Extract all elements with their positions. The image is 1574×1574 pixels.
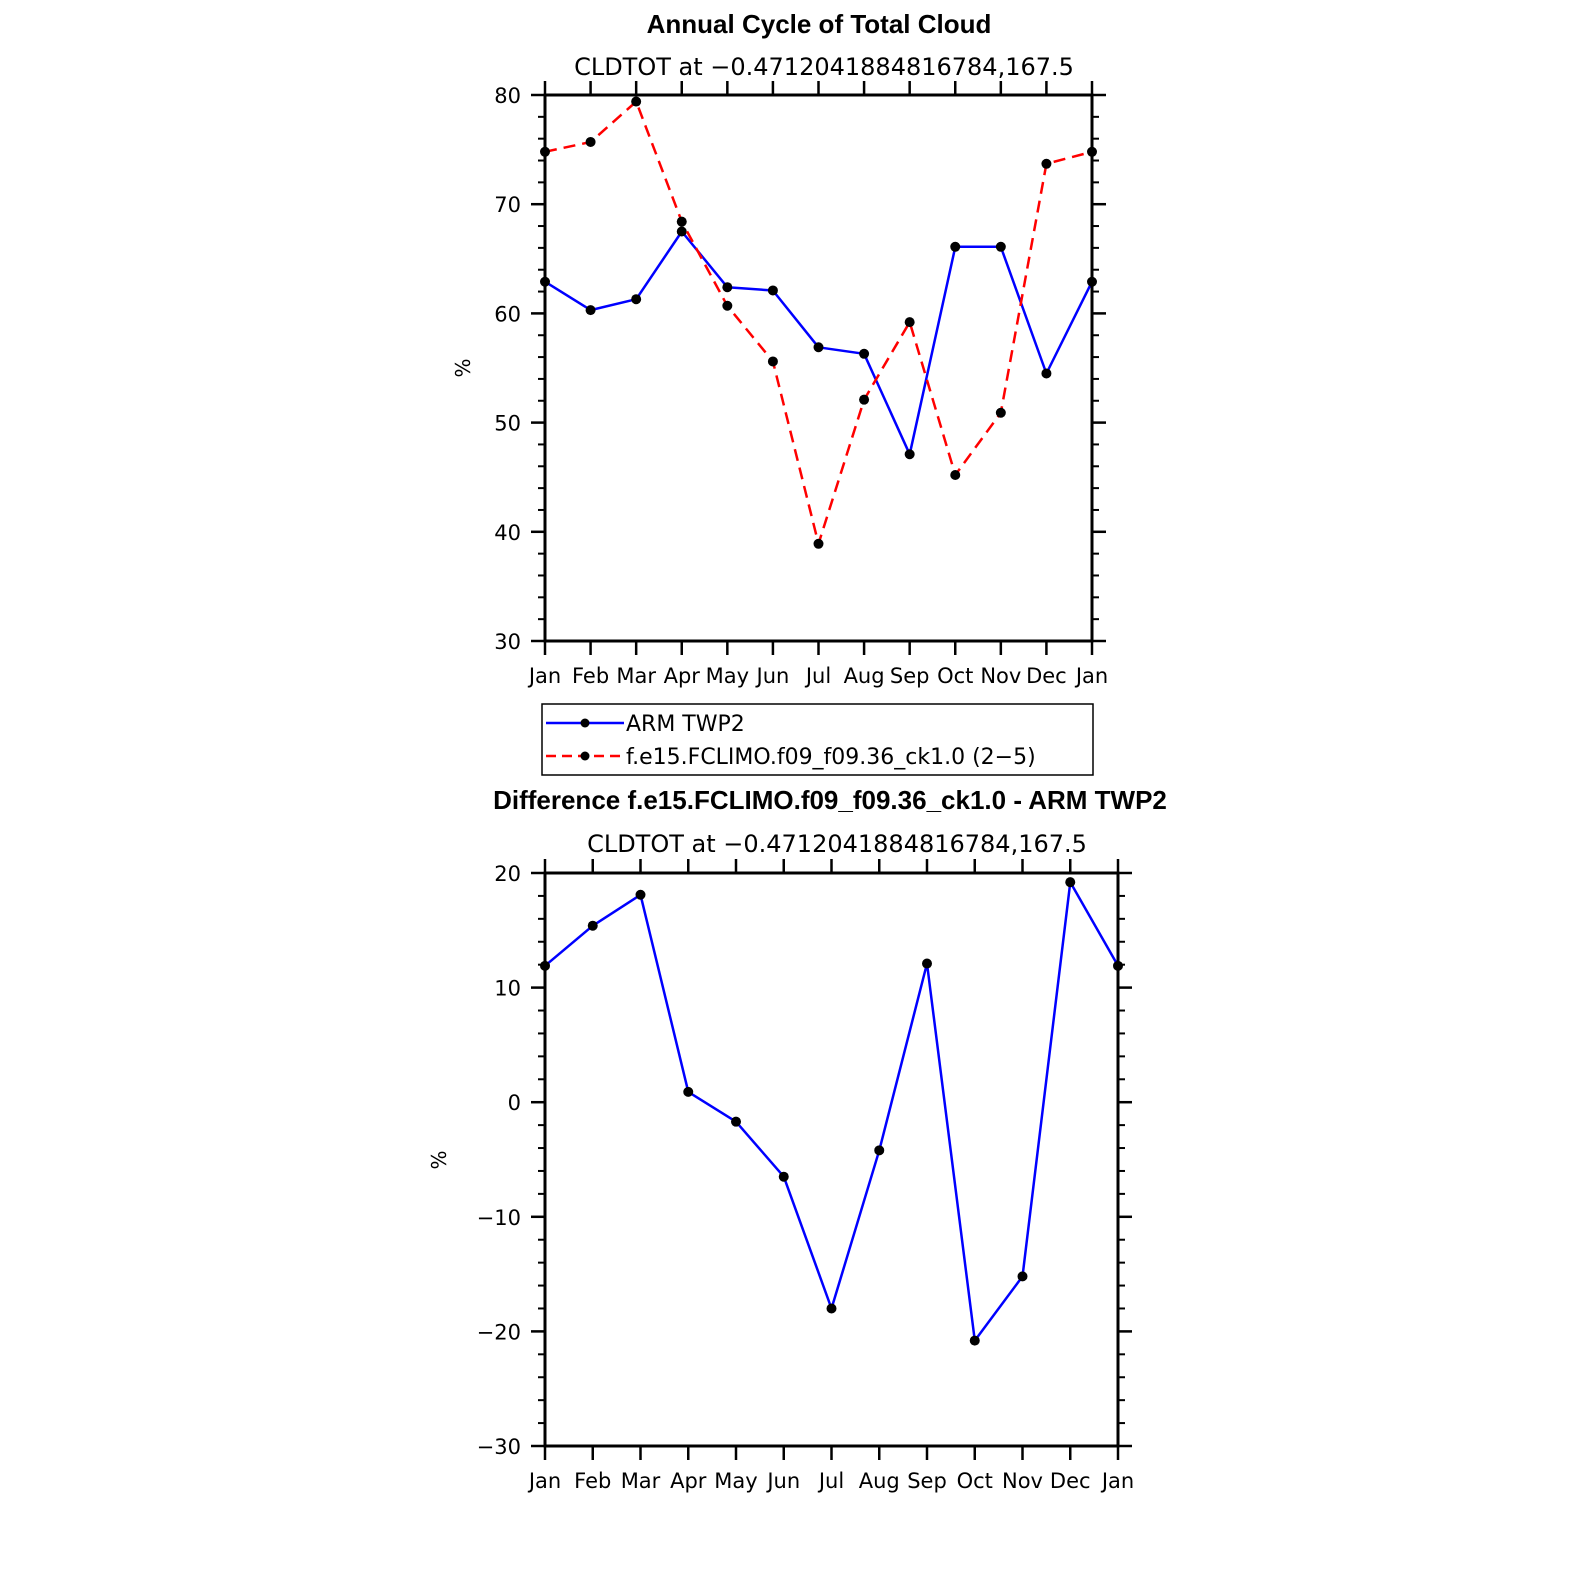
x-tick-label: Jul: [817, 1469, 844, 1493]
x-tick-label: May: [714, 1469, 757, 1493]
data-point: [969, 1335, 980, 1346]
data-point: [722, 282, 733, 293]
chart1-subtitle: CLDTOT at −0.4712041884816784,167.5: [574, 53, 1074, 81]
x-tick-label: Dec: [1050, 1469, 1091, 1493]
chart2-plot-frame: [543, 871, 1120, 1448]
x-tick-label: Jan: [527, 664, 561, 688]
x-tick-label: Aug: [844, 664, 885, 688]
chart1-ticks: Jan Feb Mar Apr May Jun Jul Aug Sep Oct Nov Dec Jan3…: [494, 81, 1108, 688]
chart2-title: Difference f.e15.FCLIMO.f09_f09.36_ck1.0…: [493, 785, 1167, 815]
data-point: [585, 136, 596, 147]
data-point: [767, 356, 778, 367]
y-tick-label: −10: [477, 1206, 521, 1230]
y-tick-label: 50: [494, 412, 521, 436]
data-point: [1041, 158, 1052, 169]
x-tick-label: Jan: [1100, 1469, 1134, 1493]
y-tick-label: 20: [494, 862, 521, 886]
x-tick-label: Jul: [804, 664, 831, 688]
chart1-series: [540, 96, 1097, 549]
y-tick-label: 70: [494, 193, 521, 217]
chart2-ylabel: %: [427, 1150, 451, 1169]
data-point: [874, 1145, 885, 1156]
x-tick-label: Dec: [1026, 664, 1067, 688]
data-point: [635, 889, 646, 900]
data-point: [731, 1116, 741, 1127]
annual-cycle-chart: Annual Cycle of Total Cloud CLDTOT at −0…: [451, 9, 1108, 688]
legend-marker-model: [580, 751, 590, 761]
y-tick-label: 60: [494, 302, 521, 326]
data-point: [995, 241, 1006, 252]
data-point: [950, 241, 961, 252]
x-tick-label: Aug: [859, 1469, 900, 1493]
data-point: [1065, 877, 1076, 888]
legend-label-model: f.e15.FCLIMO.f09_f09.36_ck1.0 (2−5): [626, 745, 1036, 770]
x-tick-label: Feb: [572, 664, 609, 688]
data-point: [1041, 368, 1052, 379]
data-point: [631, 294, 642, 305]
chart2-series: [540, 877, 1123, 1346]
data-point: [676, 226, 687, 237]
x-tick-label: Sep: [907, 1469, 947, 1493]
data-point: [995, 407, 1006, 418]
x-tick-label: Feb: [574, 1469, 611, 1493]
x-tick-label: May: [706, 664, 749, 688]
data-point: [859, 394, 870, 405]
x-tick-label: Jun: [755, 664, 790, 688]
data-point: [631, 96, 642, 107]
series-line-2: [544, 100, 1093, 546]
y-tick-label: 80: [494, 84, 521, 108]
x-tick-label: Jun: [765, 1469, 800, 1493]
data-point: [587, 920, 598, 931]
legend-box: [541, 703, 1094, 776]
y-tick-label: −20: [477, 1320, 521, 1344]
data-point: [859, 348, 870, 359]
data-point: [813, 538, 824, 549]
y-tick-label: 0: [508, 1091, 521, 1115]
data-point: [904, 317, 915, 328]
data-point: [922, 958, 932, 969]
data-point: [767, 285, 778, 296]
x-tick-label: Apr: [664, 664, 701, 688]
chart1-ylabel: %: [451, 358, 475, 377]
data-point: [778, 1171, 789, 1182]
x-tick-label: Mar: [621, 1469, 661, 1493]
x-tick-label: Nov: [1002, 1469, 1043, 1493]
legend-label-arm: ARM TWP2: [626, 712, 745, 737]
y-tick-label: 10: [494, 977, 521, 1001]
x-tick-label: Oct: [937, 664, 973, 688]
chart2-subtitle: CLDTOT at −0.4712041884816784,167.5: [587, 830, 1087, 858]
x-tick-label: Jan: [1074, 664, 1108, 688]
x-tick-label: Nov: [980, 664, 1021, 688]
legend-marker-arm: [580, 718, 590, 728]
chart1-plot-frame: [543, 93, 1094, 643]
legend: ARM TWP2 f.e15.FCLIMO.f09_f09.36_ck1.0 (…: [541, 703, 1094, 776]
y-tick-label: 30: [494, 630, 521, 654]
data-point: [813, 342, 824, 353]
data-point: [676, 216, 687, 227]
x-tick-label: Sep: [890, 664, 930, 688]
x-tick-label: Mar: [616, 664, 656, 688]
data-point: [683, 1086, 694, 1097]
x-tick-label: Oct: [957, 1469, 993, 1493]
data-point: [722, 300, 733, 311]
data-point: [826, 1303, 837, 1314]
y-tick-label: 40: [494, 521, 521, 545]
data-point: [585, 305, 596, 316]
x-tick-label: Apr: [670, 1469, 707, 1493]
series-line-1: [544, 880, 1120, 1342]
data-point: [904, 449, 915, 460]
difference-chart: Difference f.e15.FCLIMO.f09_f09.36_ck1.0…: [427, 785, 1167, 1493]
y-tick-label: −30: [477, 1435, 521, 1459]
data-point: [1017, 1271, 1028, 1282]
data-point: [950, 470, 961, 481]
x-tick-label: Jan: [527, 1469, 561, 1493]
chart1-title: Annual Cycle of Total Cloud: [647, 9, 992, 39]
